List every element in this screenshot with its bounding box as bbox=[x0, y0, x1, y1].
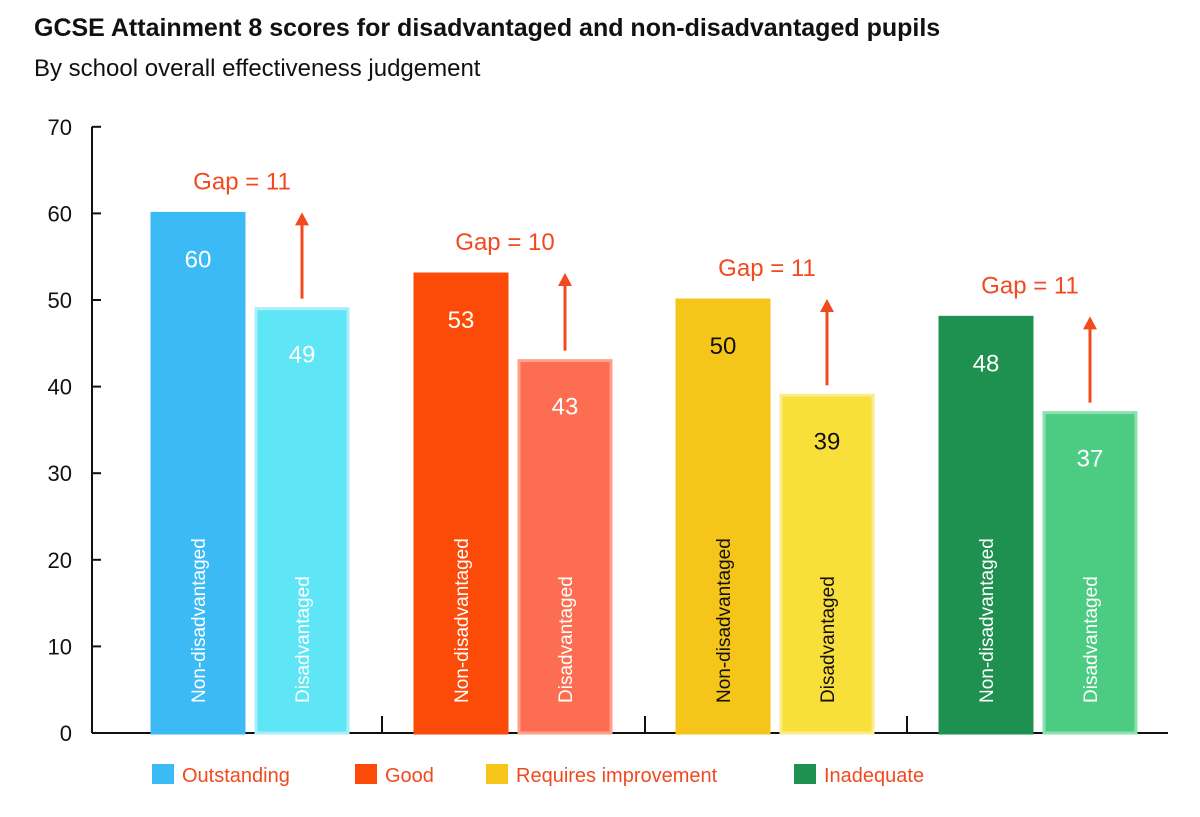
bar-value-label: 49 bbox=[289, 342, 316, 369]
chart-title: GCSE Attainment 8 scores for disadvantag… bbox=[34, 14, 941, 42]
bar-category-label: Non-disadvantaged bbox=[452, 538, 473, 703]
gap-label: Gap = 11 bbox=[193, 168, 291, 195]
y-tick-label: 30 bbox=[48, 461, 72, 486]
y-tick-label: 0 bbox=[60, 721, 72, 746]
bar-category-label: Non-disadvantaged bbox=[189, 538, 210, 703]
bar-value-label: 48 bbox=[973, 350, 1000, 377]
bar-value-label: 60 bbox=[185, 246, 212, 273]
legend-label: Outstanding bbox=[182, 765, 290, 787]
gap-label: Gap = 10 bbox=[455, 229, 554, 256]
gap-label: Gap = 11 bbox=[981, 272, 1079, 299]
gap-arrow-head bbox=[1083, 316, 1097, 330]
bar bbox=[413, 272, 509, 735]
gap-arrow-head bbox=[820, 299, 834, 312]
legend-label: Good bbox=[385, 765, 434, 787]
y-tick-label: 20 bbox=[48, 548, 72, 573]
gap-arrow-head bbox=[558, 273, 572, 287]
bar bbox=[938, 315, 1034, 735]
bar-value-label: 53 bbox=[448, 307, 475, 334]
bar-category-label: Disadvantaged bbox=[818, 576, 839, 703]
bar bbox=[779, 393, 875, 735]
bar bbox=[254, 307, 350, 735]
bar-value-label: 37 bbox=[1077, 446, 1104, 473]
legend-swatch bbox=[152, 764, 174, 784]
bar-value-label: 50 bbox=[710, 333, 737, 360]
bar-category-label: Disadvantaged bbox=[293, 576, 314, 703]
y-tick-label: 60 bbox=[48, 201, 72, 226]
legend-label: Requires improvement bbox=[516, 765, 718, 787]
bar-category-label: Disadvantaged bbox=[1081, 576, 1102, 703]
gap-arrow-head bbox=[295, 212, 309, 226]
y-tick-label: 50 bbox=[48, 288, 72, 313]
bar bbox=[150, 211, 246, 735]
bar-value-label: 43 bbox=[552, 394, 579, 421]
y-tick-label: 10 bbox=[48, 634, 72, 659]
bar bbox=[1042, 411, 1138, 735]
legend-swatch bbox=[355, 764, 377, 784]
legend-swatch bbox=[486, 764, 508, 784]
y-tick-label: 40 bbox=[48, 375, 72, 400]
bar-value-label: 39 bbox=[814, 428, 841, 455]
bar-category-label: Non-disadvantaged bbox=[714, 538, 735, 703]
y-tick-label: 70 bbox=[48, 115, 72, 140]
chart-subtitle: By school overall effectiveness judgemen… bbox=[34, 55, 481, 82]
bar bbox=[517, 359, 613, 735]
gap-label: Gap = 11 bbox=[718, 255, 816, 282]
bar bbox=[675, 298, 771, 735]
legend-label: Inadequate bbox=[824, 765, 924, 787]
bar-category-label: Disadvantaged bbox=[556, 576, 577, 703]
legend-swatch bbox=[794, 764, 816, 784]
bar-category-label: Non-disadvantaged bbox=[977, 538, 998, 703]
